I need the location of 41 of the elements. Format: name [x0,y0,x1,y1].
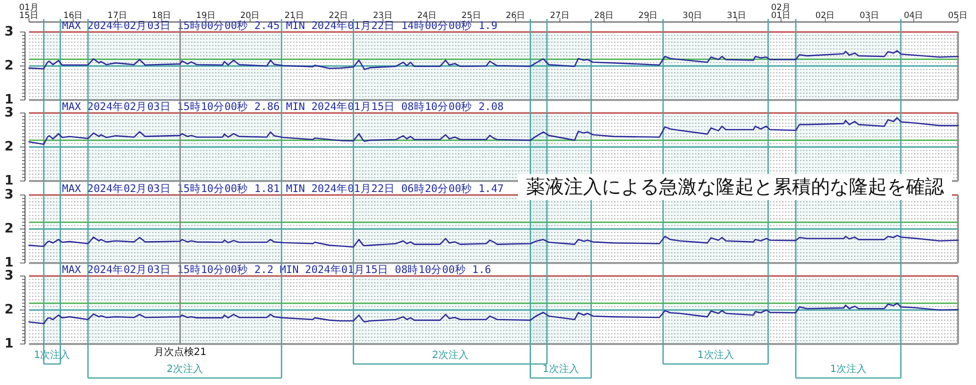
y-tick-label: 3 [4,188,14,202]
y-tick-label: 2 [4,302,14,318]
legend-label: 1次注入 [542,363,579,375]
band-label: 1次注入 [830,363,867,375]
x-tick-label: 24日 [417,11,438,21]
x-tick-label: 26日 [506,11,526,21]
x-tick-label: 28日 [594,11,614,21]
ref-line-label: 月次点検21 [154,346,207,358]
band-label: 2次注入 [166,363,203,375]
band-label: 1次注入 [697,349,734,361]
y-tick-label: 3 [4,24,14,40]
x-tick-label: 01月 15日 [19,3,39,21]
x-tick-label: 30日 [682,11,702,21]
x-tick-label: 21日 [284,11,304,21]
x-tick-label: 02日 [815,11,836,21]
x-tick-label: 18日 [152,11,172,21]
x-tick-label: 17日 [108,11,128,21]
y-tick-label: 3 [4,268,14,284]
x-tick-label: 19日 [196,11,216,21]
x-tick-label: 05日 [948,11,968,21]
y-tick-label: 1 [4,174,14,188]
x-tick-label: 04日 [904,11,924,21]
x-tick-label: 03日 [860,11,880,21]
x-tick-label: 22日 [328,11,349,21]
y-tick-label: 3 [4,106,14,120]
x-tick-label: 23日 [372,11,393,21]
annotation: 薬液注入による急激な隆起と累積的な隆起を確認 [526,176,944,198]
band-label: 2次注入 [432,349,468,361]
y-tick-label: 2 [4,222,14,236]
y-tick-label: 1 [4,256,14,270]
x-tick-label: 16日 [63,11,84,21]
x-tick-label: 02月 01日 [771,3,791,21]
y-tick-label: 1 [4,336,14,352]
x-tick-label: 29日 [638,11,658,21]
y-tick-label: 2 [4,58,14,74]
y-tick-label: 1 [4,92,14,108]
x-tick-label: 27日 [550,11,570,21]
x-tick-label: 31日 [726,11,747,21]
y-tick-label: 2 [4,140,14,154]
x-tick-label: 20日 [240,11,260,21]
x-tick-label: 25日 [461,11,482,21]
